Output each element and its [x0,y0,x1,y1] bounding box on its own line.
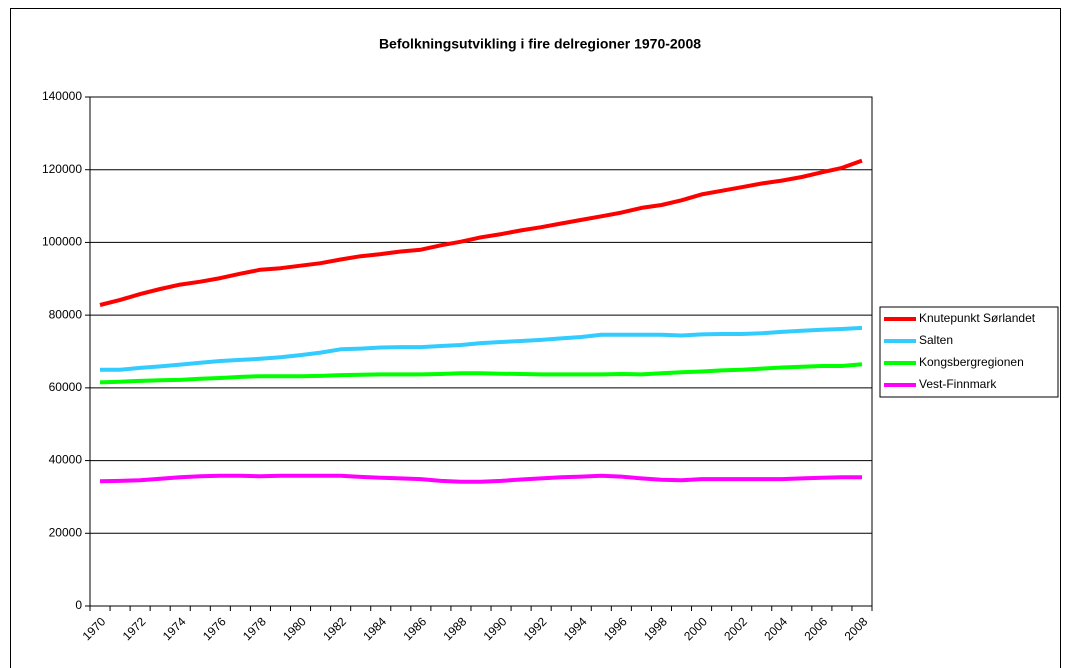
x-tick-label: 2000 [681,614,710,643]
series-line [99,362,863,385]
x-tick-label: 1976 [200,614,229,643]
y-tick-label: 60000 [49,380,83,394]
plot-area [89,96,873,607]
y-tick-label: 120000 [42,162,82,176]
x-tick-label: 1982 [320,614,349,643]
chart-frame [10,8,1061,668]
x-tick-label: 2008 [842,614,871,643]
x-tick-label: 1992 [521,614,550,643]
y-tick-label: 20000 [49,525,83,539]
legend-label: Vest-Finnmark [919,377,997,391]
x-tick-label: 1984 [360,614,389,643]
y-tick-label: 100000 [42,235,82,249]
x-tick-label: 1974 [160,614,189,643]
legend-box [879,306,1059,398]
chart-title: Befolkningsutvikling i fire delregioner … [379,36,701,52]
legend-label: Knutepunkt Sørlandet [919,311,1036,325]
x-tick-label: 1980 [280,614,309,643]
x-tick-label: 1994 [561,614,590,643]
y-tick-label: 140000 [42,89,82,103]
x-tick-label: 1996 [601,614,630,643]
series-line [100,325,863,372]
legend-label: Salten [919,333,953,347]
x-tick-label: 1998 [641,614,670,643]
legend-label: Kongsbergregionen [919,355,1024,369]
x-tick-label: 1978 [240,614,269,643]
x-tick-label: 1970 [80,614,109,643]
series-line [99,158,863,307]
y-tick-label: 40000 [49,453,83,467]
x-tick-label: 2006 [801,614,830,643]
x-tick-label: 1988 [441,614,470,643]
x-tick-label: 1986 [400,614,429,643]
x-tick-label: 2004 [761,614,790,643]
series-line [99,473,862,484]
y-tick-label: 80000 [49,307,83,321]
y-tick-label: 0 [75,598,82,612]
x-tick-label: 1990 [481,614,510,643]
x-tick-label: 2002 [721,614,750,643]
x-tick-label: 1972 [120,614,149,643]
